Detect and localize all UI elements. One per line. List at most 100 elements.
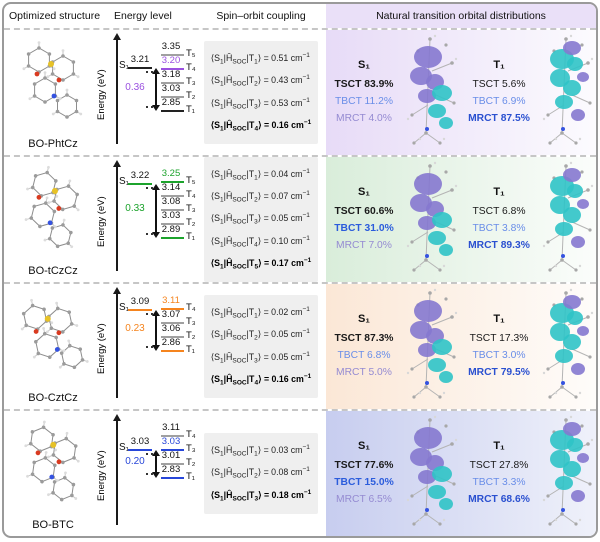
nto-percentage: MRCT 6.5% (336, 493, 392, 505)
t-level-value: 2.85 (161, 97, 181, 108)
soc-matrix-element: ⟨S1|ĤSOC|T3⟩ = 0.18 cm−1 (210, 488, 312, 503)
delta-est-value: 0.20 (125, 456, 145, 467)
soc-matrix-element: ⟨S1|ĤSOC|T4⟩ = 0.16 cm−1 (210, 118, 312, 133)
soc-value: 0.05 (271, 329, 289, 340)
optimized-structure-cell: BO-CztCz (4, 284, 102, 409)
t-level-label: T₂ (186, 217, 196, 228)
t-level-line (161, 68, 184, 70)
arrow-up-icon (151, 184, 160, 190)
soc-matrix-element: ⟨S1|ĤSOC|T2⟩ = 0.43 cm−1 (210, 74, 310, 88)
t-level-value: 3.07 (161, 309, 181, 320)
dotted-connector (146, 473, 153, 475)
arrow-down-icon (151, 105, 160, 111)
t-level-label: T₄ (186, 189, 196, 200)
t-level-label: T₃ (186, 316, 196, 327)
energy-axis-label: Energy (eV) (96, 323, 107, 375)
optimized-structure-cell: BO-PhtCz (4, 30, 102, 155)
s1-label: S₁ (119, 442, 130, 453)
soc-value: 0.03 (271, 445, 289, 456)
delta-est-arrow (155, 186, 157, 236)
nto-percentage: TBCT 11.2% (335, 95, 393, 107)
s1-label: S₁ (119, 176, 130, 187)
molecule-row: BO-BTC Energy (eV) S₁ 3.03 3.11 T₄ 3.03 T₃ 3.01 T… (4, 409, 596, 536)
s1-label: S₁ (119, 302, 130, 313)
nto-percentage: TSCT 17.3% (469, 332, 529, 344)
delta-est-arrow (155, 312, 157, 349)
t-level-line (161, 237, 184, 239)
soc-box: ⟨S1|ĤSOC|T1⟩ = 0.02 cm−1 ⟨S1|ĤSOC|T2⟩ = 0… (203, 295, 319, 398)
optimized-structure-cell: BO-BTC (4, 411, 102, 536)
energy-axis-arrow-icon (113, 160, 121, 167)
soc-value: 0.16 (271, 373, 289, 384)
molecule-structure-image (4, 161, 102, 253)
energy-axis-label: Energy (eV) (96, 69, 107, 121)
molecule-row: BO-PhtCz Energy (eV) S₁ 3.21 3.35 T₅ 3.20 T₄ 3.1… (4, 28, 596, 155)
nto-percentage: MRCT 68.6% (468, 493, 530, 505)
nto-panel: S₁ TSCT 60.6% TBCT 31.0% MRCT 7.0% T₁ TSCT 6.… (326, 157, 596, 282)
nto-percentage: MRCT 79.5% (468, 366, 530, 378)
nto-orbital-image-t1 (538, 414, 596, 533)
arrow-down-icon (151, 472, 160, 478)
t-level-value: 3.25 (161, 168, 181, 179)
nto-percentage: TBCT 31.0% (334, 222, 394, 234)
molecule-label: BO-BTC (32, 519, 74, 531)
soc-box: ⟨S1|ĤSOC|T1⟩ = 0.03 cm−1 ⟨S1|ĤSOC|T2⟩ = 0… (203, 433, 319, 514)
soc-matrix-element: ⟨S1|ĤSOC|T3⟩ = 0.05 cm−1 (210, 350, 310, 365)
delta-est-value: 0.36 (125, 82, 145, 93)
t-level-value: 3.35 (161, 41, 181, 52)
t-level-label: T₃ (186, 76, 196, 87)
t-level-label: T₂ (186, 457, 196, 468)
t-level-line (161, 54, 184, 56)
soc-cell: ⟨S1|ĤSOC|T1⟩ = 0.51 cm−1 ⟨S1|ĤSOC|T2⟩ = 0… (196, 30, 326, 155)
dotted-connector (146, 71, 153, 73)
t-level-label: T₁ (186, 344, 196, 355)
t-level-value: 3.03 (161, 83, 181, 94)
nto-percentage: MRCT 87.5% (468, 112, 530, 124)
s1-energy-value: 3.21 (130, 54, 150, 65)
nto-orbital-image-t1 (538, 287, 596, 406)
dotted-connector (146, 346, 153, 348)
nto-s1-block: S₁ TSCT 60.6% TBCT 31.0% MRCT 7.0% (326, 186, 402, 254)
nto-s1-title: S₁ (358, 58, 370, 71)
t-level-label: T₄ (186, 62, 196, 73)
soc-matrix-element: ⟨S1|ĤSOC|T5⟩ = 0.17 cm−1 (210, 256, 312, 271)
molecule-label: BO-CztCz (28, 392, 78, 404)
t-level-line (161, 223, 184, 225)
t-level-value: 3.11 (162, 422, 180, 433)
dotted-connector (146, 233, 153, 235)
soc-matrix-element: ⟨S1|ĤSOC|T3⟩ = 0.53 cm−1 (210, 96, 310, 111)
nto-s1-title: S₁ (358, 185, 370, 198)
delta-est-value: 0.23 (125, 323, 145, 334)
soc-matrix-element: ⟨S1|ĤSOC|T2⟩ = 0.07 cm−1 (210, 190, 310, 204)
soc-matrix-element: ⟨S1|ĤSOC|T4⟩ = 0.10 cm−1 (210, 234, 310, 249)
nto-t1-title: T₁ (493, 439, 505, 452)
s1-energy-value: 3.22 (130, 170, 150, 181)
nto-t1-block: T₁ TSCT 5.6% TBCT 6.9% MRCT 87.5% (460, 59, 538, 127)
nto-orbital-image-s1 (402, 414, 460, 533)
soc-matrix-element: ⟨S1|ĤSOC|T3⟩ = 0.05 cm−1 (210, 212, 310, 227)
nto-panel: S₁ TSCT 77.6% TBCT 15.0% MRCT 6.5% T₁ TSCT 27… (326, 411, 596, 536)
energy-axis (116, 166, 118, 271)
t-level-line (161, 463, 184, 465)
nto-s1-block: S₁ TSCT 83.9% TBCT 11.2% MRCT 4.0% (326, 59, 402, 127)
s1-level-line (128, 67, 152, 69)
t-level-line (161, 322, 184, 324)
t-level-value: 3.18 (161, 69, 181, 80)
t-level-label: T₂ (186, 330, 196, 341)
energy-axis-label: Energy (eV) (96, 196, 107, 248)
header-energy-level: Energy level (114, 10, 172, 22)
t-level-value: 3.06 (161, 323, 181, 334)
energy-axis (116, 39, 118, 144)
soc-matrix-element: ⟨S1|ĤSOC|T1⟩ = 0.04 cm−1 (210, 168, 310, 182)
t-level-value: 3.11 (162, 295, 180, 306)
arrow-up-icon (151, 450, 160, 456)
header-nto-distributions: Natural transition orbital distributions (326, 4, 596, 28)
nto-panel: S₁ TSCT 87.3% TBCT 6.8% MRCT 5.0% T₁ TSCT 17.… (326, 284, 596, 409)
figure-header: Optimized structure Energy level Spin–or… (4, 4, 596, 28)
energy-axis-arrow-icon (113, 414, 121, 421)
nto-percentage: TSCT 87.3% (334, 332, 394, 344)
nto-percentage: TSCT 60.6% (334, 205, 394, 217)
nto-percentage: MRCT 89.3% (468, 239, 530, 251)
t-level-line (161, 82, 184, 84)
t-level-label: T₁ (186, 104, 196, 115)
